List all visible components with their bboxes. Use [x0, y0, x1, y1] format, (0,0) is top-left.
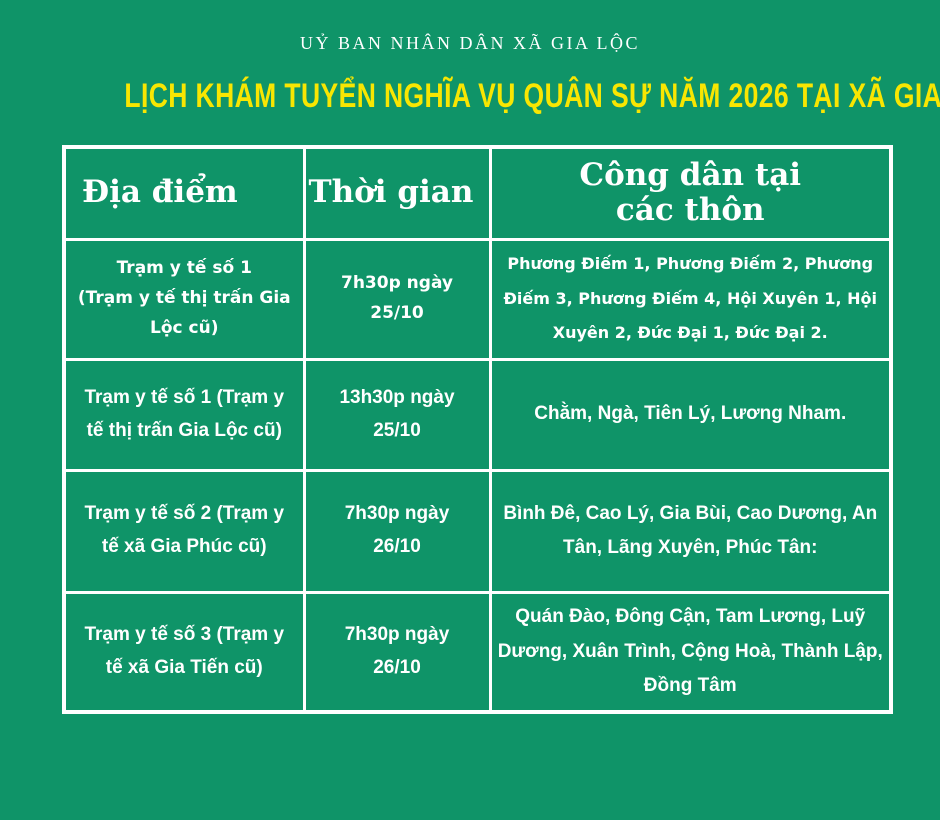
table-row: Trạm y tế số 1 (Trạm y tế thị trấn Gia L…	[62, 357, 893, 472]
header-row: Địa điểm Thời gian Công dân tại các thôn	[62, 145, 893, 241]
villages-cell: Chằm, Ngà, Tiên Lý, Lương Nham.	[488, 357, 893, 472]
column-header-time: Thời gian	[302, 145, 492, 241]
page-title-wrap: LỊCH KHÁM TUYỂN NGHĨA VỤ QUÂN SỰ NĂM 202…	[0, 78, 940, 114]
schedule-table: Địa điểm Thời gian Công dân tại các thôn…	[62, 145, 893, 714]
location-cell: Trạm y tế số 2 (Trạm y tế xã Gia Phúc cũ…	[62, 468, 306, 594]
table-row: Trạm y tế số 3 (Trạm y tế xã Gia Tiến cũ…	[62, 590, 893, 714]
location-cell: Trạm y tế số 3 (Trạm y tế xã Gia Tiến cũ…	[62, 590, 306, 714]
time-cell: 13h30p ngày 25/10	[302, 357, 492, 472]
table-row: Trạm y tế số 1 (Trạm y tế thị trấn Gia L…	[62, 237, 893, 361]
org-name-line: UỶ BAN NHÂN DÂN XÃ GIA LỘC	[300, 33, 640, 53]
time-cell: 7h30p ngày 26/10	[302, 590, 492, 714]
location-cell: Trạm y tế số 1 (Trạm y tế thị trấn Gia L…	[62, 237, 306, 361]
location-cell: Trạm y tế số 1 (Trạm y tế thị trấn Gia L…	[62, 357, 306, 472]
villages-cell: Bình Đê, Cao Lý, Gia Bùi, Cao Dương, An …	[488, 468, 893, 594]
page-title: LỊCH KHÁM TUYỂN NGHĨA VỤ QUÂN SỰ NĂM 202…	[124, 77, 940, 115]
poster-background: UỶ BAN NHÂN DÂN XÃ GIA LỘC LỊCH KHÁM TUY…	[0, 32, 940, 820]
villages-cell: Quán Đào, Đông Cận, Tam Lương, Luỹ Dương…	[488, 590, 893, 714]
column-header-villages: Công dân tại các thôn	[488, 145, 893, 241]
time-cell: 7h30p ngày 25/10	[302, 237, 492, 361]
table-row: Trạm y tế số 2 (Trạm y tế xã Gia Phúc cũ…	[62, 468, 893, 594]
villages-cell: Phương Điếm 1, Phương Điếm 2, Phương Điế…	[488, 237, 893, 361]
column-header-location: Địa điểm	[62, 145, 306, 241]
time-cell: 7h30p ngày 26/10	[302, 468, 492, 594]
